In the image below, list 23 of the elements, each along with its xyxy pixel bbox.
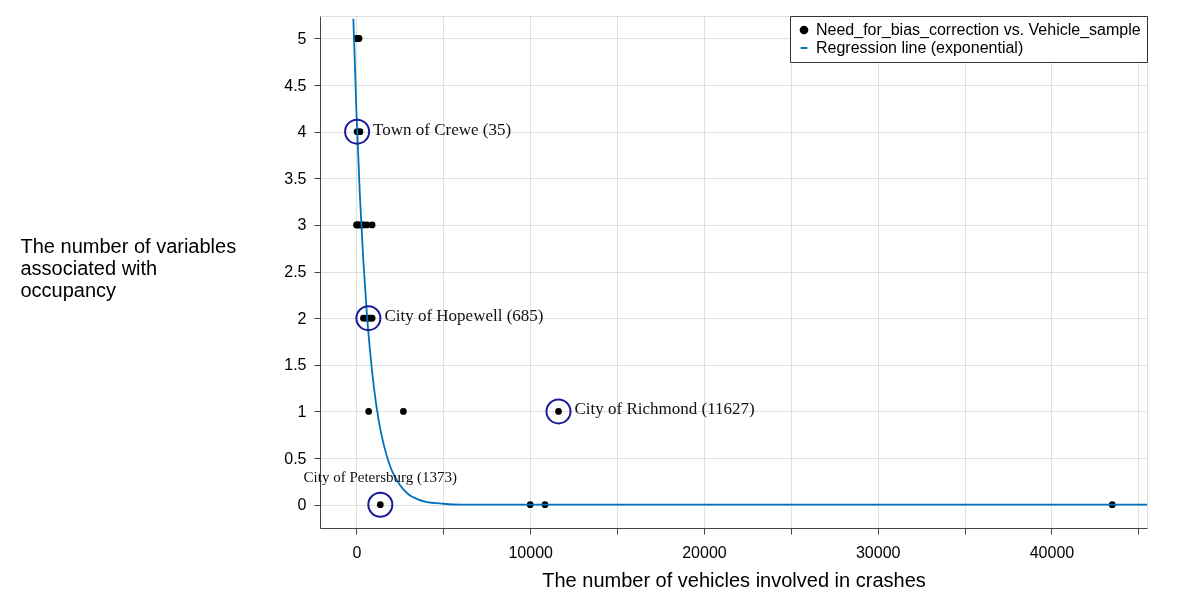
y-tick-label: 1: [297, 402, 307, 420]
x-tick-label: 20000: [682, 543, 727, 561]
annotation: City of Richmond (11627): [574, 399, 755, 419]
y-tick-label: 4: [297, 123, 307, 141]
y-tick-label: 3.5: [284, 169, 307, 187]
y-tick-label: 0: [297, 496, 307, 514]
x-tick-label: 40000: [1029, 543, 1075, 561]
y-axis-title: The number of variables associated with occupancy: [20, 234, 237, 301]
y-tick-label: 5: [297, 29, 307, 47]
y-tick-label: 1.5: [284, 356, 307, 374]
y-tick-label: 0.5: [284, 449, 307, 467]
y-tick-label: 4.5: [284, 76, 307, 94]
y-tick-label: 3: [297, 216, 307, 234]
x-tick-label: 10000: [508, 543, 554, 561]
legend-label: Regression line (exponential): [816, 39, 1024, 56]
y-tick-label: 2.5: [284, 263, 307, 281]
annotation: Town of Crewe (35): [373, 119, 512, 139]
annotation: City of Hopewell (685): [384, 306, 544, 326]
y-tick-label: 2: [297, 309, 307, 327]
x-tick-label: 30000: [855, 543, 901, 561]
x-tick-label: 0: [352, 543, 362, 561]
x-axis-title: The number of vehicles involved in crashes: [542, 568, 926, 591]
legend-label: Need_for_bias_correction vs. Vehicle_sample: [816, 21, 1141, 39]
